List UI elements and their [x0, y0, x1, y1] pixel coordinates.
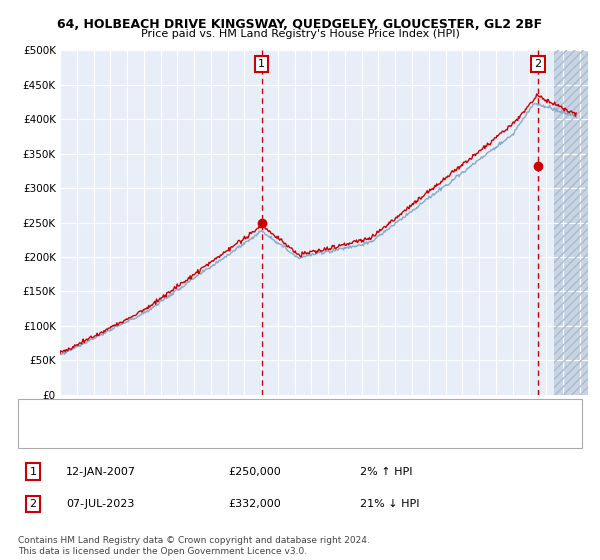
Text: 2: 2	[29, 499, 37, 509]
Text: 1: 1	[29, 466, 37, 477]
Text: £332,000: £332,000	[228, 499, 281, 509]
Text: Contains HM Land Registry data © Crown copyright and database right 2024.
This d: Contains HM Land Registry data © Crown c…	[18, 536, 370, 556]
Text: HPI: Average price, detached house, Gloucester: HPI: Average price, detached house, Glou…	[69, 431, 302, 441]
Text: 1: 1	[259, 59, 265, 69]
Text: 2% ↑ HPI: 2% ↑ HPI	[360, 466, 413, 477]
Text: £250,000: £250,000	[228, 466, 281, 477]
Text: Price paid vs. HM Land Registry's House Price Index (HPI): Price paid vs. HM Land Registry's House …	[140, 29, 460, 39]
Bar	[554, 50, 588, 395]
Text: 64, HOLBEACH DRIVE KINGSWAY, QUEDGELEY, GLOUCESTER, GL2 2BF: 64, HOLBEACH DRIVE KINGSWAY, QUEDGELEY, …	[58, 18, 542, 31]
Text: 64, HOLBEACH DRIVE KINGSWAY, QUEDGELEY, GLOUCESTER, GL2 2BF (detached house: 64, HOLBEACH DRIVE KINGSWAY, QUEDGELEY, …	[69, 408, 499, 418]
Text: 12-JAN-2007: 12-JAN-2007	[66, 466, 136, 477]
Text: 21% ↓ HPI: 21% ↓ HPI	[360, 499, 419, 509]
Text: 2: 2	[535, 59, 542, 69]
Bar	[554, 50, 588, 395]
Text: 07-JUL-2023: 07-JUL-2023	[66, 499, 134, 509]
